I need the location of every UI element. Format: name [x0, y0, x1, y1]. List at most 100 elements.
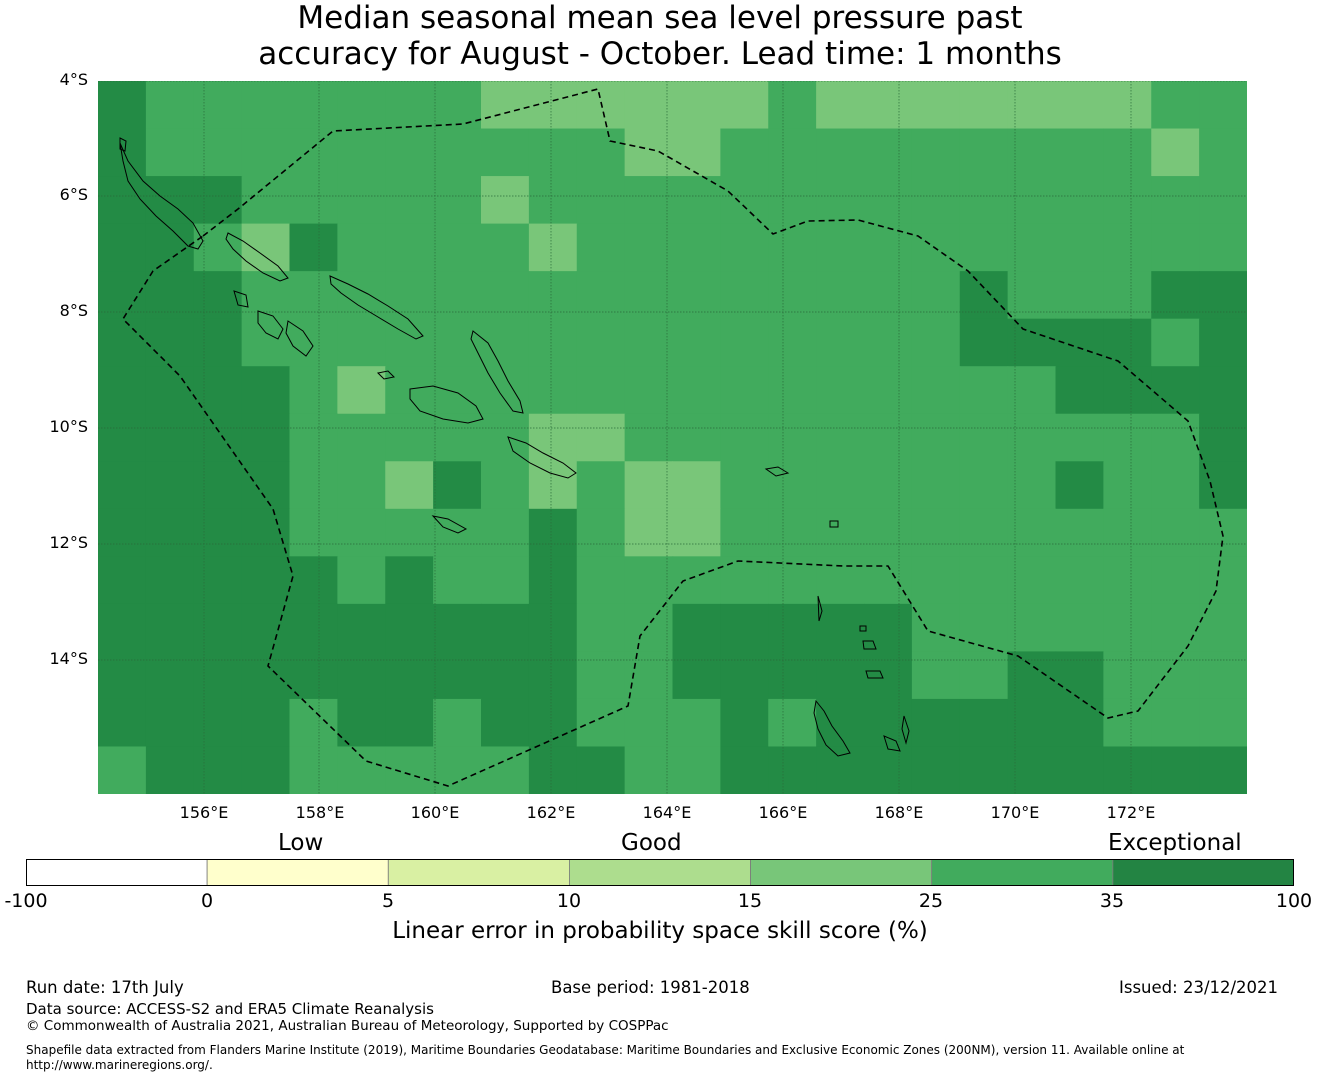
skill-cell: [98, 651, 147, 700]
skill-cell: [624, 603, 674, 652]
skill-cell: [864, 603, 913, 652]
skill-cell: [911, 128, 961, 177]
lat-label-8s: 8°S: [59, 301, 88, 320]
skill-cell: [1199, 556, 1247, 605]
skill-cell: [1199, 603, 1247, 652]
skill-cell: [1199, 128, 1247, 177]
skill-cell: [768, 271, 817, 320]
graticule: [98, 81, 1247, 794]
skill-cell: [193, 223, 243, 272]
skill-cell: [337, 746, 386, 794]
skill-cell: [1199, 271, 1247, 320]
skill-cell: [624, 651, 674, 700]
skill-cell: [864, 128, 913, 177]
skill-map: [98, 81, 1247, 794]
skill-cell: [145, 223, 195, 272]
skill-cell: [1103, 366, 1152, 415]
skill-cell: [385, 271, 434, 320]
coast-new-georgia: [257, 310, 284, 340]
coast-santa-isabel: [329, 275, 424, 340]
coast-ndeni: [764, 466, 790, 477]
colorbar-segment: [26, 859, 208, 886]
skill-cell: [1199, 413, 1247, 462]
skill-cell: [1151, 556, 1200, 605]
skill-cell: [1103, 81, 1152, 130]
skill-cell: [720, 556, 769, 605]
skill-cell: [385, 746, 434, 794]
skill-cell: [576, 556, 626, 605]
skill-cell: [193, 508, 243, 557]
skill-cell: [1199, 461, 1247, 510]
skill-cell: [816, 223, 865, 272]
skill-cell: [433, 271, 482, 320]
skill-cell: [959, 698, 1009, 748]
coast-choiseul: [225, 232, 289, 282]
skill-cell: [528, 318, 578, 367]
colorbar-segments: [26, 859, 1294, 886]
skill-cell: [672, 651, 721, 700]
skill-cell: [193, 271, 243, 320]
skill-cell: [576, 746, 626, 794]
skill-cell: [241, 271, 291, 320]
skill-cell: [672, 176, 721, 225]
skill-cell: [959, 413, 1009, 462]
skill-cell: [1151, 176, 1200, 225]
skill-cell: [337, 128, 386, 177]
skill-cell: [720, 603, 769, 652]
skill-cell: [816, 508, 865, 557]
skill-cell: [289, 603, 338, 652]
tick-5: 5: [381, 890, 395, 912]
skill-cell: [1151, 461, 1200, 510]
skill-cell: [672, 271, 721, 320]
skill-cell: [145, 603, 195, 652]
colorbar-segment: [750, 859, 933, 886]
coast-vella: [233, 290, 249, 308]
skill-cell: [337, 271, 386, 320]
skill-cell: [768, 366, 817, 415]
skill-cell: [1199, 223, 1247, 272]
skill-cell: [145, 508, 195, 557]
skill-cell: [624, 128, 674, 177]
skill-cell: [385, 176, 434, 225]
skill-cell: [911, 271, 961, 320]
skill-cell: [241, 366, 291, 415]
skill-cell: [241, 223, 291, 272]
skill-cell: [672, 366, 721, 415]
skill-cell: [768, 128, 817, 177]
skill-cell: [433, 603, 482, 652]
skill-cell: [864, 223, 913, 272]
skill-map-canvas: [98, 81, 1247, 794]
skill-cell: [1151, 651, 1200, 700]
skill-cell: [528, 461, 578, 510]
skill-cell: [193, 651, 243, 700]
skill-cell: [624, 176, 674, 225]
skill-cell: [1055, 603, 1104, 652]
skill-cell: [241, 698, 291, 748]
skill-cell: [816, 128, 865, 177]
skill-cell: [576, 461, 626, 510]
skill-cell: [98, 223, 147, 272]
skill-cell: [911, 413, 961, 462]
colorbar-segment: [931, 859, 1114, 886]
base-period: Base period: 1981-2018: [551, 978, 750, 997]
coast-malekula: [883, 735, 901, 752]
skill-cell: [241, 556, 291, 605]
tick-minus-100: -100: [4, 890, 48, 912]
skill-cell: [816, 556, 865, 605]
skill-cell: [289, 698, 338, 748]
skill-cell: [959, 81, 1009, 130]
skill-cell: [289, 413, 338, 462]
skill-cell: [959, 366, 1009, 415]
skill-cell: [528, 176, 578, 225]
skill-cell: [720, 366, 769, 415]
skill-cell: [337, 413, 386, 462]
shapefile-credit-line-2: http://www.marineregions.org/.: [26, 1058, 213, 1072]
coast-guadalcanal: [409, 385, 484, 424]
skill-cell: [481, 271, 530, 320]
coast-vanua-lava: [859, 625, 867, 632]
skill-cell: [816, 461, 865, 510]
skill-cell: [1055, 698, 1104, 748]
skill-cell: [720, 698, 769, 748]
skill-cell: [864, 366, 913, 415]
skill-cell: [959, 603, 1009, 652]
